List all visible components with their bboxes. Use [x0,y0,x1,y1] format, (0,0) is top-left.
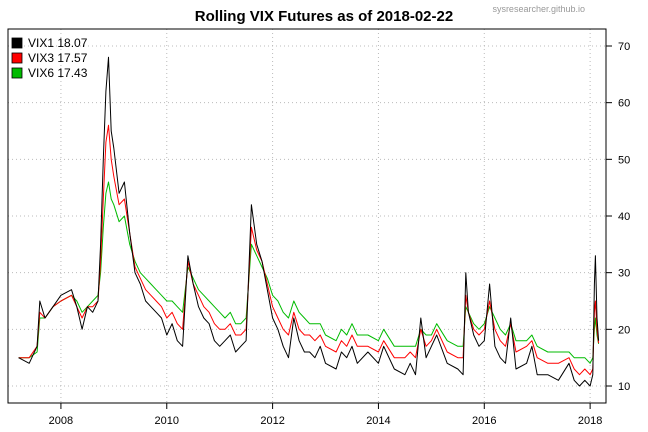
y-tick-label: 60 [618,98,630,110]
watermark: sysresearcher.github.io [492,4,585,14]
y-tick-label: 20 [618,324,630,336]
x-tick-label: 2010 [155,415,179,427]
legend-label: VIX1 18.07 [28,36,88,50]
grid [8,29,606,403]
x-tick-label: 2018 [578,415,602,427]
series-line-vix1 [18,56,600,387]
series-line-vix6 [18,181,600,364]
legend-swatch [11,52,23,64]
series-lines [18,56,600,387]
y-tick-label: 40 [618,211,630,223]
y-tick-label: 30 [618,268,630,280]
legend-label: VIX6 17.43 [28,66,88,80]
y-tick-label: 50 [618,154,630,166]
x-tick-label: 2014 [366,415,390,427]
x-tick-label: 2012 [260,415,284,427]
axes: 10 20 30 40 50 60 70 2008 2010 2012 2014 2016 2018 [49,41,631,427]
legend-label: VIX3 17.57 [28,51,88,65]
legend-swatch [11,67,23,79]
series-line-vix3 [18,124,600,376]
y-tick-label: 10 [618,381,630,393]
y-tick-label: 70 [618,41,630,53]
chart-title: Rolling VIX Futures as of 2018-02-22 [195,8,453,25]
x-tick-label: 2008 [49,415,73,427]
x-tick-label: 2016 [472,415,496,427]
legend-swatch [11,37,23,49]
